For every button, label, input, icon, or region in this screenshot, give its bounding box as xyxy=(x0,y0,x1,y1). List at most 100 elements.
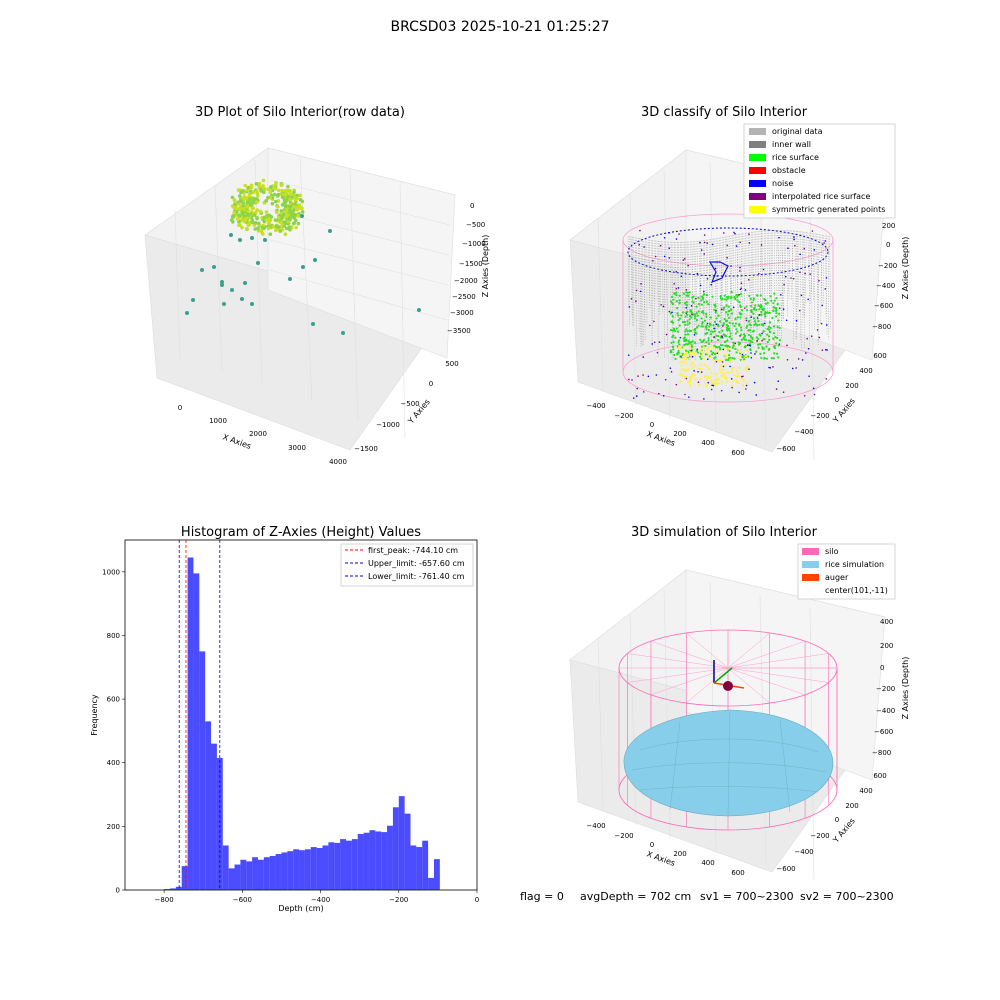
hist-bar xyxy=(398,796,405,890)
hist-ytick-label: 1000 xyxy=(102,568,120,576)
hist-bar xyxy=(181,866,188,890)
hist-title: Histogram of Z-Axies (Height) Values xyxy=(181,525,421,540)
raw-ytick: −500 xyxy=(400,400,419,408)
raw-ytick: −1000 xyxy=(376,421,400,429)
classify-legend-label: symmetric generated points xyxy=(772,205,885,214)
raw-ztick: −1500 xyxy=(459,260,483,268)
raw-x-ticks: 0 1000 2000 3000 4000 xyxy=(178,404,347,466)
sim-xtick: −400 xyxy=(586,822,605,830)
raw-xtick: 4000 xyxy=(329,458,347,466)
classify-legend-swatch xyxy=(749,180,766,187)
hist-bar xyxy=(240,859,247,890)
sim-center-marker xyxy=(713,660,745,691)
hist-legend-label: Lower_limit: -761.40 cm xyxy=(368,572,465,581)
hist-xtick-label: −200 xyxy=(389,896,408,904)
raw-ytick: 0 xyxy=(429,380,433,388)
hist-bar xyxy=(428,877,434,890)
hist-bar xyxy=(293,849,300,890)
cls-ztick: 0 xyxy=(886,241,890,249)
hist-bar xyxy=(310,847,317,890)
hist-bar xyxy=(363,832,370,890)
hist-x-ticks: −800 −600 −400 −200 0 xyxy=(154,890,479,904)
hist-ytick-label: 200 xyxy=(107,823,120,831)
hist-bar xyxy=(275,854,282,890)
status-sv2: sv2 = 700~2300 xyxy=(800,890,894,903)
cls-xtick: 200 xyxy=(673,430,686,438)
hist-bar xyxy=(246,861,253,890)
sim-ytick: −600 xyxy=(776,865,795,873)
raw-ztick: −3000 xyxy=(450,309,474,317)
classify-legend-label: noise xyxy=(772,179,793,188)
sim-ztick: 0 xyxy=(880,664,884,672)
hist-xlabel: Depth (cm) xyxy=(278,904,323,913)
hist-bar xyxy=(328,842,335,890)
classify-legend-label: interpolated rice surface xyxy=(772,192,870,201)
classify-legend-swatch xyxy=(749,128,766,135)
hist-bar xyxy=(222,845,229,890)
hist-plot-area xyxy=(124,539,478,891)
panel-raw-3d: 3D Plot of Silo Interior(row data) 0 100… xyxy=(144,105,490,466)
raw-plot-title: 3D Plot of Silo Interior(row data) xyxy=(195,105,405,120)
raw-ztick: −1000 xyxy=(462,240,486,248)
sim-ytick: 600 xyxy=(873,772,886,780)
sim-z-ticks: 400 200 0 −200 −400 −600 −800 xyxy=(872,618,895,757)
classify-legend-label: obstacle xyxy=(772,166,806,175)
hist-bar xyxy=(351,839,358,890)
hist-bars xyxy=(164,557,440,890)
raw-ztick: 0 xyxy=(470,202,474,210)
cls-xtick: 0 xyxy=(650,421,654,429)
cls-zlabel: Z Axies (Depth) xyxy=(901,237,910,300)
hist-bar xyxy=(422,840,429,890)
sim-ytick: −400 xyxy=(794,848,813,856)
hist-bar xyxy=(369,830,376,890)
raw-xtick: 1000 xyxy=(209,417,227,425)
hist-bar xyxy=(175,886,182,890)
raw-ztick: −3500 xyxy=(447,327,471,335)
hist-bar xyxy=(187,557,194,890)
hist-bar xyxy=(211,743,217,890)
classify-plot-title: 3D classify of Silo Interior xyxy=(641,105,808,120)
hist-bar xyxy=(387,825,393,890)
raw-xtick: 3000 xyxy=(288,444,306,452)
hist-bar xyxy=(164,889,170,890)
cls-ytick: 200 xyxy=(845,382,858,390)
classify-legend-swatch xyxy=(749,206,766,213)
cls-ztick: −600 xyxy=(874,302,893,310)
raw-xtick: 0 xyxy=(178,404,182,412)
panel-histogram: Histogram of Z-Axies (Height) Values −80… xyxy=(90,525,479,913)
sim-ztick: −400 xyxy=(876,707,895,715)
hist-bar xyxy=(416,847,423,890)
hist-bar xyxy=(392,807,399,890)
hist-xtick-label: −400 xyxy=(311,896,330,904)
hist-xtick-label: 0 xyxy=(475,896,479,904)
panel-classify-3d: 3D classify of Silo Interior original da… xyxy=(569,105,910,461)
raw-ztick: −500 xyxy=(466,221,485,229)
hist-ylabel: Frequency xyxy=(90,694,99,736)
sim-legend-label: rice simulation xyxy=(825,560,884,569)
status-flag: flag = 0 xyxy=(520,890,564,903)
hist-bar xyxy=(269,855,276,890)
raw-z-ticks: 0 −500 −1000 −1500 −2000 −2500 −3000 −35… xyxy=(447,202,486,335)
sim-plot-title: 3D simulation of Silo Interior xyxy=(631,525,818,540)
status-avg-depth: avgDepth = 702 cm xyxy=(580,890,691,903)
raw-ztick: −2000 xyxy=(454,277,478,285)
classify-y-ticks: 600 400 200 0 −200 −400 −600 xyxy=(776,352,886,453)
sim-ztick: 400 xyxy=(880,618,893,626)
cls-ytick: −200 xyxy=(810,412,829,420)
sim-legend-label: silo xyxy=(825,547,839,556)
cls-xlabel: X Axies xyxy=(645,429,676,448)
classify-point-cloud xyxy=(627,229,831,400)
classify-legend-label: original data xyxy=(772,127,823,136)
cls-ytick: 600 xyxy=(873,352,886,360)
sim-ytick: 200 xyxy=(845,802,858,810)
cls-xtick: 600 xyxy=(731,449,744,457)
hist-bar xyxy=(375,831,382,890)
sim-legend-swatch xyxy=(802,548,819,555)
raw-ztick: −2500 xyxy=(452,293,476,301)
sim-xlabel: X Axies xyxy=(645,849,676,868)
hist-bar xyxy=(381,832,388,890)
hist-y-ticks: 0 200 400 600 800 1000 xyxy=(102,568,125,895)
sim-legend: silo rice simulation auger center(101,-11) xyxy=(797,543,896,600)
classify-legend-box xyxy=(743,123,896,219)
